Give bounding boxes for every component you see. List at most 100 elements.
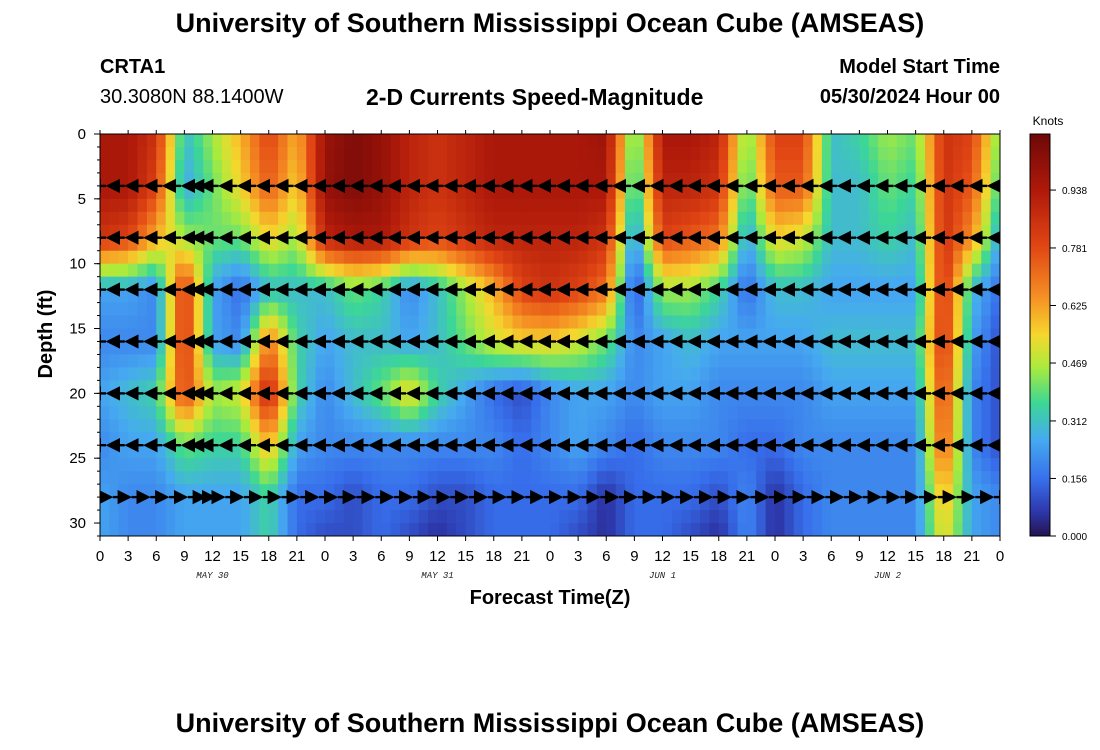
- heatmap-cell: [700, 354, 710, 369]
- heatmap-cell: [221, 198, 232, 213]
- heatmap-cell: [390, 185, 401, 200]
- heatmap-cell: [803, 289, 814, 304]
- heatmap-cell: [400, 484, 410, 498]
- heatmap-cell: [700, 419, 710, 433]
- heatmap-cell: [653, 458, 664, 472]
- heatmap-cell: [334, 328, 345, 343]
- heatmap-cell: [259, 523, 270, 536]
- heatmap-cell: [100, 510, 110, 524]
- heatmap-cell: [990, 393, 1000, 407]
- heatmap-cell: [728, 224, 739, 239]
- heatmap-cell: [878, 393, 889, 407]
- heatmap-cell: [765, 445, 776, 459]
- heatmap-cell: [925, 276, 935, 291]
- heatmap-cell: [118, 471, 129, 485]
- heatmap-cell: [456, 211, 467, 226]
- heatmap-cell: [578, 276, 589, 291]
- heatmap-cell: [746, 276, 757, 291]
- heatmap-cell: [465, 146, 476, 161]
- heatmap-cell: [521, 393, 532, 407]
- heatmap-cell: [334, 393, 345, 407]
- heatmap-cell: [184, 134, 195, 148]
- heatmap-cell: [465, 250, 476, 265]
- heatmap-cell: [915, 172, 926, 187]
- heatmap-cell: [268, 523, 279, 536]
- heatmap-cell: [643, 419, 654, 433]
- heatmap-cell: [484, 224, 495, 239]
- heatmap-cell: [446, 367, 457, 381]
- heatmap-cell: [615, 224, 626, 239]
- heatmap-cell: [240, 302, 251, 317]
- heatmap-cell: [250, 185, 260, 200]
- heatmap-cell: [812, 315, 823, 330]
- heatmap-cell: [850, 289, 860, 304]
- heatmap-cell: [943, 354, 954, 369]
- heatmap-cell: [578, 380, 589, 394]
- heatmap-cell: [259, 380, 270, 394]
- heatmap-cell: [606, 328, 617, 343]
- heatmap-cell: [681, 393, 692, 407]
- heatmap-cell: [550, 354, 560, 369]
- heatmap-cell: [578, 146, 589, 161]
- heatmap-cell: [437, 419, 448, 433]
- heatmap-cell: [400, 341, 410, 356]
- heatmap-cell: [343, 484, 354, 498]
- heatmap-cell: [437, 341, 448, 356]
- heatmap-cell: [700, 134, 710, 148]
- heatmap-cell: [728, 510, 739, 524]
- heatmap-cell: [821, 134, 832, 148]
- heatmap-cell: [390, 211, 401, 226]
- heatmap-cell: [109, 367, 120, 381]
- x-tick-label: 0: [771, 548, 779, 565]
- heatmap-cell: [175, 471, 185, 485]
- heatmap-cell: [137, 198, 148, 213]
- heatmap-cell: [165, 198, 176, 213]
- heatmap-cell: [615, 172, 626, 187]
- heatmap-cell: [371, 263, 382, 278]
- heatmap-cell: [925, 302, 935, 317]
- heatmap-cell: [568, 510, 579, 524]
- heatmap-cell: [362, 172, 373, 187]
- heatmap-cell: [278, 510, 289, 524]
- heatmap-cell: [315, 458, 326, 472]
- heatmap-cell: [371, 380, 382, 394]
- heatmap-cell: [146, 237, 157, 252]
- heatmap-cell: [990, 289, 1000, 304]
- heatmap-cell: [906, 224, 917, 239]
- heatmap-cell: [700, 484, 710, 498]
- heatmap-cell: [503, 172, 514, 187]
- heatmap-cell: [578, 484, 589, 498]
- heatmap-cell: [587, 159, 598, 174]
- heatmap-cell: [531, 263, 542, 278]
- heatmap-cell: [850, 458, 860, 472]
- heatmap-cell: [231, 393, 242, 407]
- heatmap-cell: [146, 328, 157, 343]
- heatmap-cell: [390, 367, 401, 381]
- heatmap-cell: [962, 510, 973, 524]
- heatmap-cell: [868, 250, 879, 265]
- heatmap-cell: [568, 471, 579, 485]
- heatmap-cell: [728, 354, 739, 369]
- heatmap-cell: [475, 458, 485, 472]
- heatmap-cell: [906, 289, 917, 304]
- heatmap-cell: [690, 172, 701, 187]
- heatmap-cell: [831, 471, 842, 485]
- heatmap-cell: [165, 237, 176, 252]
- heatmap-cell: [662, 419, 673, 433]
- heatmap-cell: [146, 172, 157, 187]
- heatmap-cell: [137, 380, 148, 394]
- heatmap-cell: [596, 354, 607, 369]
- heatmap-cell: [606, 159, 617, 174]
- heatmap-cell: [343, 523, 354, 536]
- heatmap-cell: [446, 419, 457, 433]
- heatmap-cell: [625, 458, 635, 472]
- heatmap-cell: [287, 263, 298, 278]
- heatmap-cell: [821, 393, 832, 407]
- heatmap-cell: [118, 146, 129, 161]
- heatmap-cell: [634, 263, 645, 278]
- heatmap-cell: [643, 393, 654, 407]
- heatmap-cell: [718, 302, 729, 317]
- heatmap-cell: [446, 224, 457, 239]
- heatmap-cell: [981, 432, 992, 446]
- heatmap-cell: [521, 510, 532, 524]
